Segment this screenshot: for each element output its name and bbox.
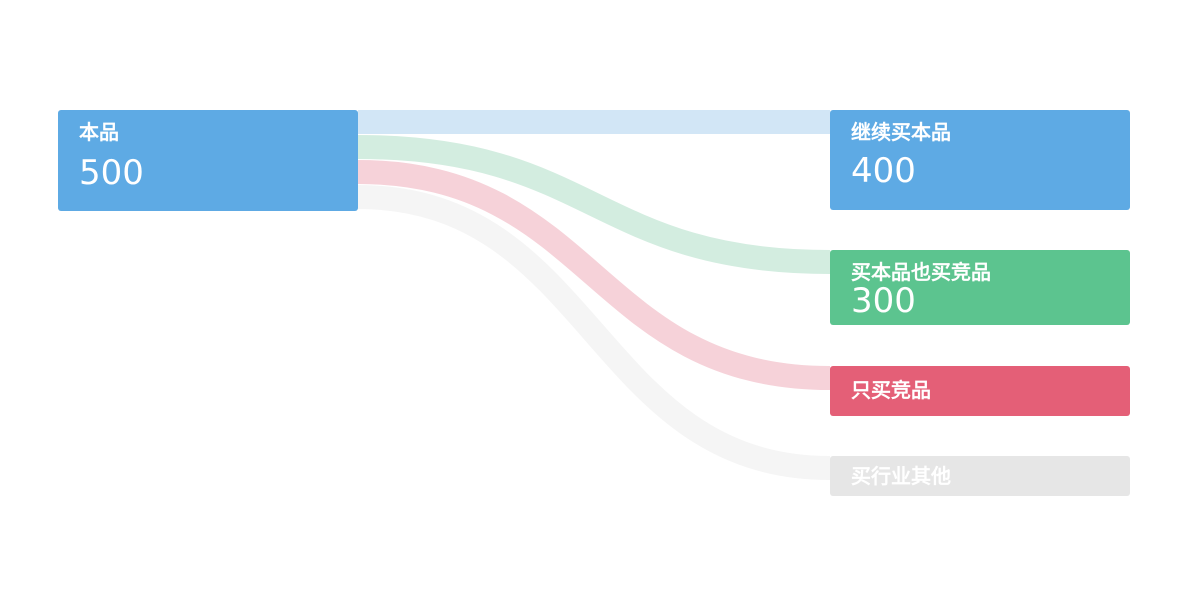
node-buy-both-name: 买本品也买竞品: [851, 260, 991, 284]
node-industry-other-name: 买行业其他: [851, 464, 951, 488]
node-source: 本品 500: [58, 110, 358, 211]
node-only-competitor: 只买竞品: [830, 366, 1130, 416]
flow-link-industry-other: [357, 185, 831, 480]
node-source-value: 500: [79, 153, 144, 193]
node-source-name: 本品: [79, 120, 119, 144]
node-continue-buy: 继续买本品 400: [830, 110, 1130, 210]
node-continue-buy-value: 400: [851, 151, 916, 191]
node-industry-other: 买行业其他: [830, 456, 1130, 496]
flow-link-buy-both: [357, 135, 831, 274]
node-buy-both-value: 300: [851, 281, 916, 321]
flow-link-only-competitor: [357, 160, 831, 390]
node-buy-both: 买本品也买竞品 300: [830, 250, 1130, 325]
node-continue-buy-name: 继续买本品: [851, 120, 951, 144]
node-only-competitor-name: 只买竞品: [851, 378, 931, 402]
